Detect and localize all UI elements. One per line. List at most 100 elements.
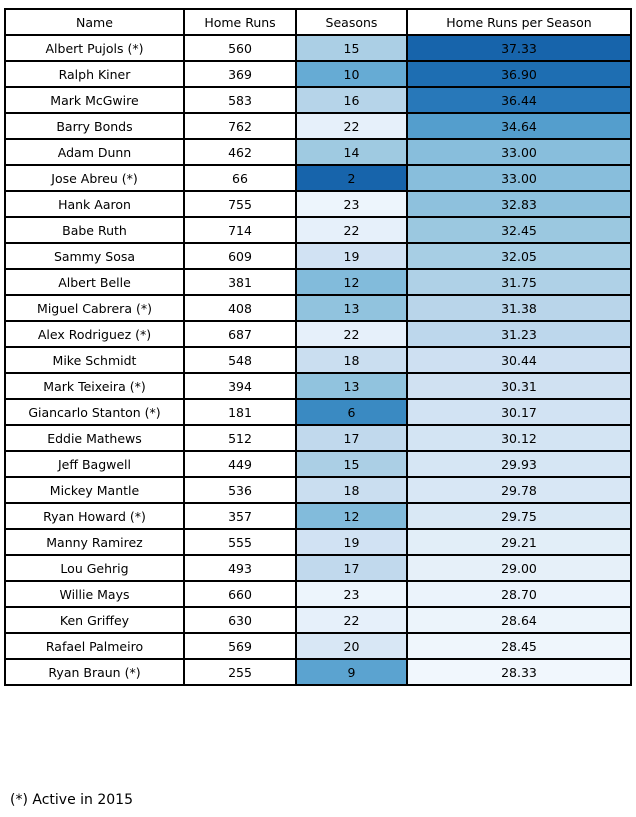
seasons-cell: 9 <box>295 658 408 686</box>
name-cell: Jose Abreu (*) <box>4 164 185 192</box>
hr-per-season-cell: 29.93 <box>406 450 632 478</box>
name-cell: Albert Belle <box>4 268 185 296</box>
table-row: Manny Ramirez 555 19 29.21 <box>4 528 632 556</box>
name-cell: Adam Dunn <box>4 138 185 166</box>
hr-per-season-cell: 29.21 <box>406 528 632 556</box>
table-row: Jose Abreu (*) 66 2 33.00 <box>4 164 632 192</box>
home-runs-cell: 369 <box>183 60 297 88</box>
hr-per-season-cell: 30.12 <box>406 424 632 452</box>
name-cell: Mark Teixeira (*) <box>4 372 185 400</box>
home-runs-cell: 536 <box>183 476 297 504</box>
home-runs-cell: 462 <box>183 138 297 166</box>
table-row: Giancarlo Stanton (*) 181 6 30.17 <box>4 398 632 426</box>
table-row: Lou Gehrig 493 17 29.00 <box>4 554 632 582</box>
home-runs-cell: 357 <box>183 502 297 530</box>
seasons-cell: 15 <box>295 34 408 62</box>
table-row: Adam Dunn 462 14 33.00 <box>4 138 632 166</box>
hr-per-season-cell: 31.23 <box>406 320 632 348</box>
table-row: Ken Griffey 630 22 28.64 <box>4 606 632 634</box>
hr-per-season-cell: 29.78 <box>406 476 632 504</box>
home-runs-cell: 181 <box>183 398 297 426</box>
name-cell: Miguel Cabrera (*) <box>4 294 185 322</box>
home-runs-cell: 609 <box>183 242 297 270</box>
name-cell: Mark McGwire <box>4 86 185 114</box>
name-cell: Willie Mays <box>4 580 185 608</box>
home-runs-cell: 755 <box>183 190 297 218</box>
home-runs-cell: 255 <box>183 658 297 686</box>
header-row: Name Home Runs Seasons Home Runs per Sea… <box>4 8 632 36</box>
seasons-cell: 18 <box>295 346 408 374</box>
hr-per-season-cell: 34.64 <box>406 112 632 140</box>
table-row: Willie Mays 660 23 28.70 <box>4 580 632 608</box>
table-row: Ryan Braun (*) 255 9 28.33 <box>4 658 632 686</box>
header-name: Name <box>4 8 185 36</box>
home-runs-cell: 449 <box>183 450 297 478</box>
home-runs-cell: 512 <box>183 424 297 452</box>
name-cell: Barry Bonds <box>4 112 185 140</box>
seasons-cell: 18 <box>295 476 408 504</box>
seasons-cell: 12 <box>295 268 408 296</box>
hr-per-season-cell: 36.90 <box>406 60 632 88</box>
table-row: Jeff Bagwell 449 15 29.93 <box>4 450 632 478</box>
seasons-cell: 13 <box>295 294 408 322</box>
seasons-cell: 20 <box>295 632 408 660</box>
home-runs-cell: 548 <box>183 346 297 374</box>
name-cell: Sammy Sosa <box>4 242 185 270</box>
seasons-cell: 22 <box>295 606 408 634</box>
table-row: Mickey Mantle 536 18 29.78 <box>4 476 632 504</box>
name-cell: Ryan Braun (*) <box>4 658 185 686</box>
table-row: Mike Schmidt 548 18 30.44 <box>4 346 632 374</box>
table-row: Hank Aaron 755 23 32.83 <box>4 190 632 218</box>
hr-per-season-cell: 28.70 <box>406 580 632 608</box>
hr-per-season-cell: 33.00 <box>406 138 632 166</box>
name-cell: Alex Rodriguez (*) <box>4 320 185 348</box>
home-runs-cell: 630 <box>183 606 297 634</box>
hr-per-season-cell: 31.75 <box>406 268 632 296</box>
home-runs-cell: 66 <box>183 164 297 192</box>
seasons-cell: 13 <box>295 372 408 400</box>
hr-per-season-cell: 29.75 <box>406 502 632 530</box>
home-runs-cell: 394 <box>183 372 297 400</box>
seasons-cell: 16 <box>295 86 408 114</box>
hr-per-season-cell: 32.05 <box>406 242 632 270</box>
seasons-cell: 15 <box>295 450 408 478</box>
seasons-cell: 22 <box>295 320 408 348</box>
footnote: (*) Active in 2015 <box>10 792 133 808</box>
seasons-cell: 10 <box>295 60 408 88</box>
name-cell: Babe Ruth <box>4 216 185 244</box>
seasons-cell: 2 <box>295 164 408 192</box>
seasons-cell: 23 <box>295 190 408 218</box>
name-cell: Ryan Howard (*) <box>4 502 185 530</box>
hr-per-season-cell: 33.00 <box>406 164 632 192</box>
name-cell: Ken Griffey <box>4 606 185 634</box>
home-runs-cell: 583 <box>183 86 297 114</box>
name-cell: Ralph Kiner <box>4 60 185 88</box>
seasons-cell: 22 <box>295 112 408 140</box>
table-row: Mark McGwire 583 16 36.44 <box>4 86 632 114</box>
hr-per-season-cell: 28.64 <box>406 606 632 634</box>
header-hr-per-season: Home Runs per Season <box>406 8 632 36</box>
header-home-runs: Home Runs <box>183 8 297 36</box>
table-body: Albert Pujols (*) 560 15 37.33 Ralph Kiner 36… <box>4 34 632 686</box>
table-row: Mark Teixeira (*) 394 13 30.31 <box>4 372 632 400</box>
hr-per-season-cell: 29.00 <box>406 554 632 582</box>
name-cell: Hank Aaron <box>4 190 185 218</box>
hr-per-season-cell: 30.44 <box>406 346 632 374</box>
table-row: Rafael Palmeiro 569 20 28.45 <box>4 632 632 660</box>
seasons-cell: 6 <box>295 398 408 426</box>
seasons-cell: 19 <box>295 528 408 556</box>
hr-per-season-cell: 32.45 <box>406 216 632 244</box>
table-row: Sammy Sosa 609 19 32.05 <box>4 242 632 270</box>
hr-per-season-cell: 28.45 <box>406 632 632 660</box>
home-runs-cell: 762 <box>183 112 297 140</box>
table-row: Miguel Cabrera (*) 408 13 31.38 <box>4 294 632 322</box>
table-row: Ralph Kiner 369 10 36.90 <box>4 60 632 88</box>
hr-per-season-cell: 30.31 <box>406 372 632 400</box>
home-runs-cell: 408 <box>183 294 297 322</box>
table-row: Albert Belle 381 12 31.75 <box>4 268 632 296</box>
hr-per-season-cell: 31.38 <box>406 294 632 322</box>
home-runs-cell: 560 <box>183 34 297 62</box>
hr-per-season-cell: 37.33 <box>406 34 632 62</box>
home-runs-cell: 687 <box>183 320 297 348</box>
table-row: Ryan Howard (*) 357 12 29.75 <box>4 502 632 530</box>
